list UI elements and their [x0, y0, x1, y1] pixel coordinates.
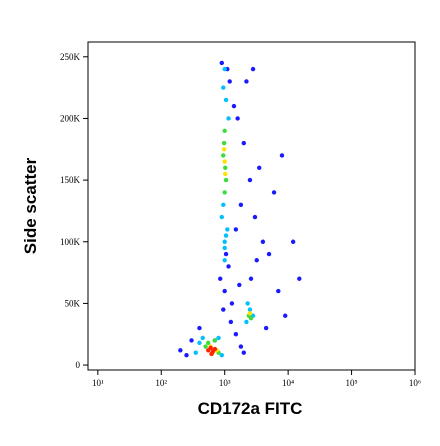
event-dot: [221, 202, 226, 207]
event-dot: [238, 344, 244, 349]
event-dot: [221, 153, 226, 158]
x-tick-label: 10³: [219, 378, 231, 388]
event-dot: [219, 353, 224, 358]
event-dot: [238, 202, 244, 207]
event-dot: [197, 340, 202, 346]
x-tick-label: 10²: [155, 378, 167, 388]
y-tick-label: 100K: [60, 237, 81, 247]
event-dot: [257, 165, 262, 170]
event-dot: [222, 239, 227, 244]
y-tick-label: 50K: [65, 298, 81, 308]
event-dot: [245, 301, 250, 306]
event-dot: [223, 97, 229, 103]
event-dot: [231, 103, 237, 109]
event-dot: [197, 325, 202, 331]
event-dot: [248, 316, 254, 321]
event-dot: [271, 190, 277, 195]
event-dot: [244, 79, 249, 84]
event-dot: [247, 307, 253, 312]
event-dot: [233, 227, 239, 232]
event-dot: [263, 325, 269, 331]
event-dot: [219, 60, 224, 66]
event-dot: [203, 344, 208, 349]
event-dot: [279, 153, 285, 158]
event-dot: [222, 159, 227, 164]
event-dot: [252, 214, 258, 220]
event-dot: [250, 66, 256, 72]
event-dot: [212, 338, 218, 343]
event-dot: [226, 116, 231, 121]
event-dot: [266, 251, 272, 257]
event-dot: [248, 276, 254, 281]
event-dot: [222, 190, 227, 195]
event-dot: [225, 227, 230, 232]
event-dot: [221, 307, 226, 312]
event-dot: [235, 116, 240, 121]
event-dot: [290, 239, 296, 244]
event-dot: [208, 345, 213, 351]
event-dot: [222, 258, 227, 263]
event-dot: [241, 140, 246, 146]
event-dot: [247, 177, 253, 183]
event-dot: [200, 335, 205, 341]
x-tick-label: 10⁴: [282, 378, 294, 388]
event-dot: [216, 335, 221, 341]
event-dot: [222, 128, 227, 133]
event-dot: [221, 140, 227, 146]
event-dot: [218, 276, 223, 281]
event-dot: [254, 258, 259, 263]
event-dot: [229, 301, 235, 306]
event-dot: [193, 350, 198, 355]
event-dot: [206, 340, 211, 346]
event-dot: [297, 276, 302, 281]
event-dot: [227, 79, 232, 84]
y-tick-label: 250K: [60, 52, 81, 62]
event-dot: [223, 233, 229, 238]
event-dot: [237, 282, 242, 288]
event-dot: [223, 165, 228, 170]
event-dot: [226, 264, 231, 269]
event-dot: [221, 147, 227, 152]
event-dot: [212, 346, 218, 352]
event-dot: [260, 239, 266, 244]
event-dot: [223, 251, 229, 257]
event-dot: [241, 350, 246, 355]
x-tick-label: 10⁶: [409, 378, 421, 388]
plot-frame: [87, 41, 416, 371]
event-dot: [219, 214, 224, 220]
event-dot: [222, 66, 227, 72]
y-axis-title: Side scatter: [21, 157, 40, 254]
y-tick-label: 200K: [60, 113, 81, 123]
x-axis-title: CD172a FITC: [198, 399, 303, 418]
event-dot: [222, 245, 227, 251]
event-dot: [233, 332, 239, 337]
event-dot: [223, 177, 229, 183]
event-dot: [283, 313, 288, 318]
event-dot: [178, 348, 183, 353]
event-dot: [244, 319, 249, 325]
event-dot: [228, 319, 234, 325]
event-dot: [184, 353, 189, 358]
event-dot: [223, 171, 228, 177]
y-tick-label: 150K: [60, 175, 81, 185]
event-dot: [276, 288, 281, 294]
event-dot: [189, 338, 194, 343]
event-dot: [247, 311, 253, 316]
x-tick-label: 10⁵: [345, 378, 357, 388]
event-dot: [209, 351, 214, 357]
event-dot: [222, 288, 227, 294]
event-dot: [221, 85, 226, 90]
x-tick-label: 10¹: [92, 378, 104, 388]
y-tick-label: 0: [76, 360, 81, 370]
